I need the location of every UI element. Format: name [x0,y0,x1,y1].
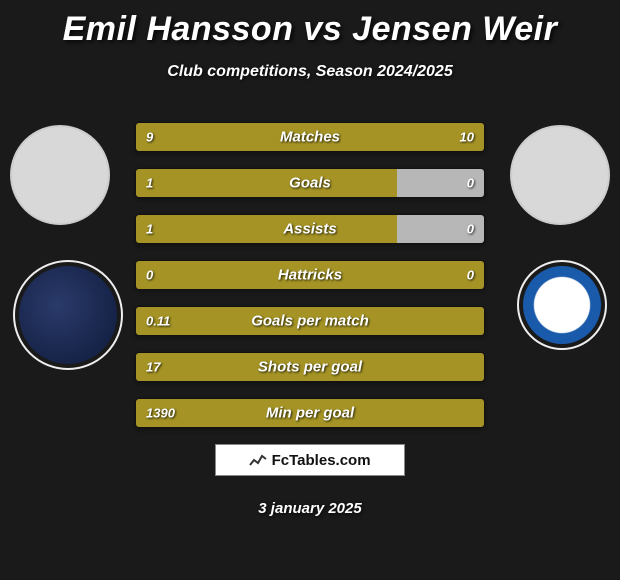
stat-value-left: 0.11 [146,314,170,329]
stat-row: Goals 1 0 [135,168,485,198]
club-right-badge [517,260,607,350]
page-title: Emil Hansson vs Jensen Weir [0,10,620,49]
stat-bar-left [136,215,397,243]
stat-bar-left [136,169,397,197]
fctables-logo: FcTables.com [215,444,405,476]
stat-label: Goals [289,175,331,192]
stat-value-left: 9 [146,130,153,145]
stat-row: Min per goal 1390 [135,398,485,428]
stat-label: Shots per goal [258,359,362,376]
stat-row: Assists 1 0 [135,214,485,244]
stat-label: Hattricks [278,267,342,284]
player-left-avatar [10,125,110,225]
stat-bar-left [136,123,300,151]
stat-row: Matches 9 10 [135,122,485,152]
stat-label: Min per goal [266,405,354,422]
subtitle: Club competitions, Season 2024/2025 [0,63,620,81]
stat-value-left: 1 [146,176,153,191]
stat-value-left: 1 [146,222,153,237]
stat-value-right: 0 [467,176,474,191]
stat-value-left: 0 [146,268,153,283]
stat-row: Shots per goal 17 [135,352,485,382]
logo-text: FcTables.com [249,452,370,469]
club-left-badge [13,260,123,370]
stat-label: Matches [280,129,340,146]
stat-value-left: 1390 [146,406,175,421]
stat-label: Goals per match [251,313,369,330]
stats-bars: Matches910Goals10Assists10Hattricks00Goa… [135,122,485,444]
stat-row: Goals per match 0.11 [135,306,485,336]
stat-label: Assists [283,221,336,238]
player-right-avatar [510,125,610,225]
stat-value-right: 0 [467,222,474,237]
stat-value-right: 10 [460,130,474,145]
date-label: 3 january 2025 [258,500,361,517]
stat-row: Hattricks 0 0 [135,260,485,290]
stat-value-right: 0 [467,268,474,283]
stat-value-left: 17 [146,360,160,375]
